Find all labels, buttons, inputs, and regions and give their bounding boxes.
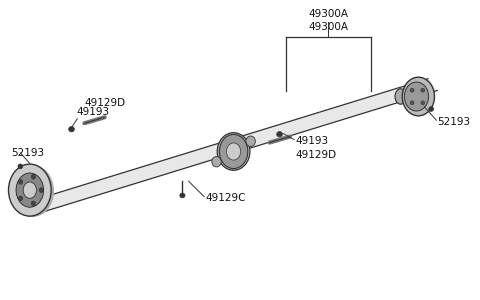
Ellipse shape xyxy=(31,175,36,179)
Ellipse shape xyxy=(19,196,23,201)
Ellipse shape xyxy=(9,164,51,216)
Ellipse shape xyxy=(410,101,414,105)
Ellipse shape xyxy=(39,188,43,193)
Text: 49193: 49193 xyxy=(295,136,328,146)
Text: 49193: 49193 xyxy=(76,107,109,117)
Ellipse shape xyxy=(31,201,36,206)
Ellipse shape xyxy=(18,164,23,169)
Text: 49300A: 49300A xyxy=(308,9,348,19)
Ellipse shape xyxy=(19,179,23,184)
Ellipse shape xyxy=(402,77,434,116)
Ellipse shape xyxy=(10,165,53,217)
Text: 52193: 52193 xyxy=(437,117,470,127)
Ellipse shape xyxy=(212,157,221,167)
Ellipse shape xyxy=(180,193,185,198)
Ellipse shape xyxy=(246,136,255,146)
Ellipse shape xyxy=(219,134,248,169)
Ellipse shape xyxy=(276,132,282,137)
Ellipse shape xyxy=(69,127,74,132)
Text: 49129D: 49129D xyxy=(295,150,336,160)
Text: 49129D: 49129D xyxy=(84,98,125,108)
Ellipse shape xyxy=(395,89,406,104)
Ellipse shape xyxy=(217,133,250,170)
Ellipse shape xyxy=(410,88,414,92)
Ellipse shape xyxy=(421,88,425,92)
Ellipse shape xyxy=(429,106,433,111)
Ellipse shape xyxy=(227,143,240,160)
Ellipse shape xyxy=(405,82,429,111)
Ellipse shape xyxy=(421,101,425,105)
Polygon shape xyxy=(23,79,437,215)
Ellipse shape xyxy=(23,182,36,198)
Text: 49129C: 49129C xyxy=(205,193,246,202)
Text: 49300A: 49300A xyxy=(308,22,348,32)
Ellipse shape xyxy=(12,165,54,217)
Ellipse shape xyxy=(16,173,44,207)
Text: 52193: 52193 xyxy=(11,148,44,158)
